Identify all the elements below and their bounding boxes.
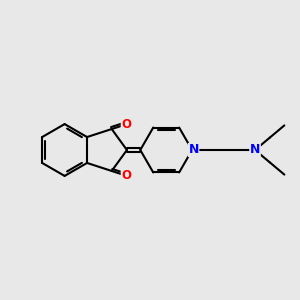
Text: N: N bbox=[250, 143, 260, 157]
Text: O: O bbox=[121, 118, 131, 131]
Text: N: N bbox=[188, 143, 199, 157]
Text: O: O bbox=[121, 169, 131, 182]
